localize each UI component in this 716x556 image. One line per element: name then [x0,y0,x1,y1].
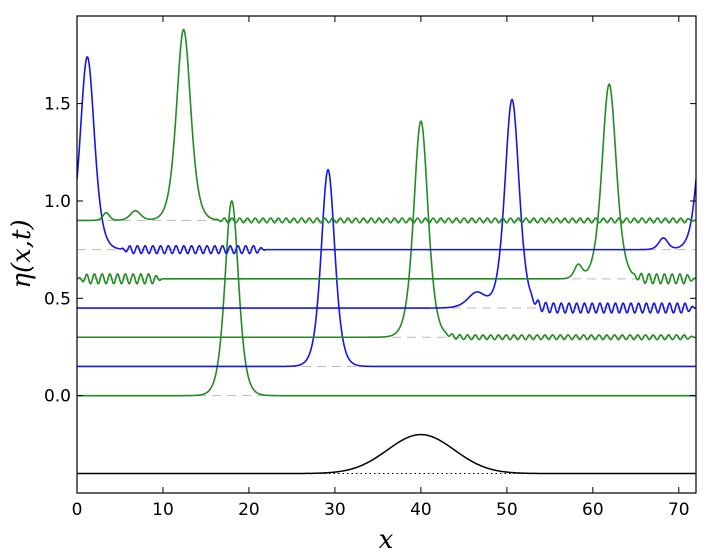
x-axis-ticks: 0 10 20 30 40 50 60 70 [72,16,690,520]
bottom-profile-line [77,433,696,475]
x-tick-label: 10 [152,500,174,520]
x-tick-label: 60 [582,500,604,520]
x-tick-label: 70 [668,500,690,520]
x-tick-label: 0 [72,500,83,520]
y-tick-label: 0.0 [44,387,71,407]
wave-series-line [77,199,696,397]
wave-curves [77,28,696,397]
y-tick-label: 0.5 [44,289,71,309]
x-tick-label: 30 [324,500,346,520]
y-axis-ticks: 0.0 0.5 1.0 1.5 [44,95,696,407]
wave-series-line [77,168,696,368]
y-tick-label: 1.0 [44,192,71,212]
x-tick-label: 20 [238,500,260,520]
y-axis-label: η(x,t) [7,219,37,288]
x-axis-label: x [379,525,394,555]
x-tick-label: 50 [496,500,518,520]
wave-series-line [77,55,696,255]
y-tick-label: 1.5 [44,95,71,115]
wave-series-line [77,83,696,285]
bottom-topography [77,433,696,475]
wave-series-line [77,98,696,314]
x-tick-label: 40 [410,500,432,520]
wave-series-line [77,28,696,224]
plot-frame [76,15,697,494]
wave-series-line [77,120,696,341]
